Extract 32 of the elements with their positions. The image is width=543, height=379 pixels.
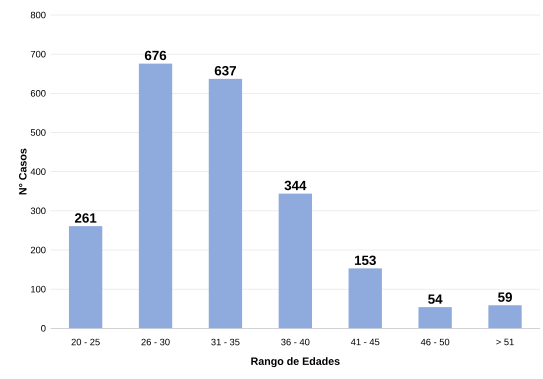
bar: [208, 78, 242, 328]
bar: [138, 64, 172, 328]
x-axis-title: Rango de Edades: [251, 357, 340, 368]
y-tick-label: 300: [30, 208, 46, 214]
y-tick-label: 400: [30, 168, 46, 175]
bar: [488, 305, 522, 328]
x-tick-label: 41 - 45: [350, 338, 380, 346]
data-label: 637: [214, 66, 236, 76]
data-label: 261: [74, 213, 96, 223]
data-label: 153: [354, 256, 376, 266]
y-tick-label: 800: [30, 12, 46, 18]
y-tick-label: 500: [30, 129, 46, 136]
data-label: 676: [144, 50, 166, 60]
y-axis-title: N° Casos: [19, 148, 27, 194]
x-tick-label: 26 - 30: [141, 338, 170, 346]
bar: [278, 194, 312, 328]
y-tick-label: 600: [30, 90, 46, 97]
bar: [418, 307, 452, 328]
y-tick-label: 200: [30, 246, 46, 254]
x-tick-label: 20 - 25: [72, 338, 100, 346]
bar: [68, 226, 102, 328]
x-tick-label: 31 - 35: [211, 338, 240, 346]
y-tick-label: 100: [31, 286, 46, 292]
x-tick-label: > 51: [496, 338, 514, 346]
y-tick-label: 700: [30, 50, 46, 58]
data-label: 54: [428, 294, 442, 304]
bar: [348, 268, 382, 328]
x-tick-label: 46 - 50: [420, 338, 450, 346]
data-label: 344: [284, 180, 306, 190]
x-tick-label: 36 - 40: [281, 338, 310, 346]
y-tick-label: 0: [41, 325, 46, 332]
data-label: 59: [498, 292, 512, 302]
